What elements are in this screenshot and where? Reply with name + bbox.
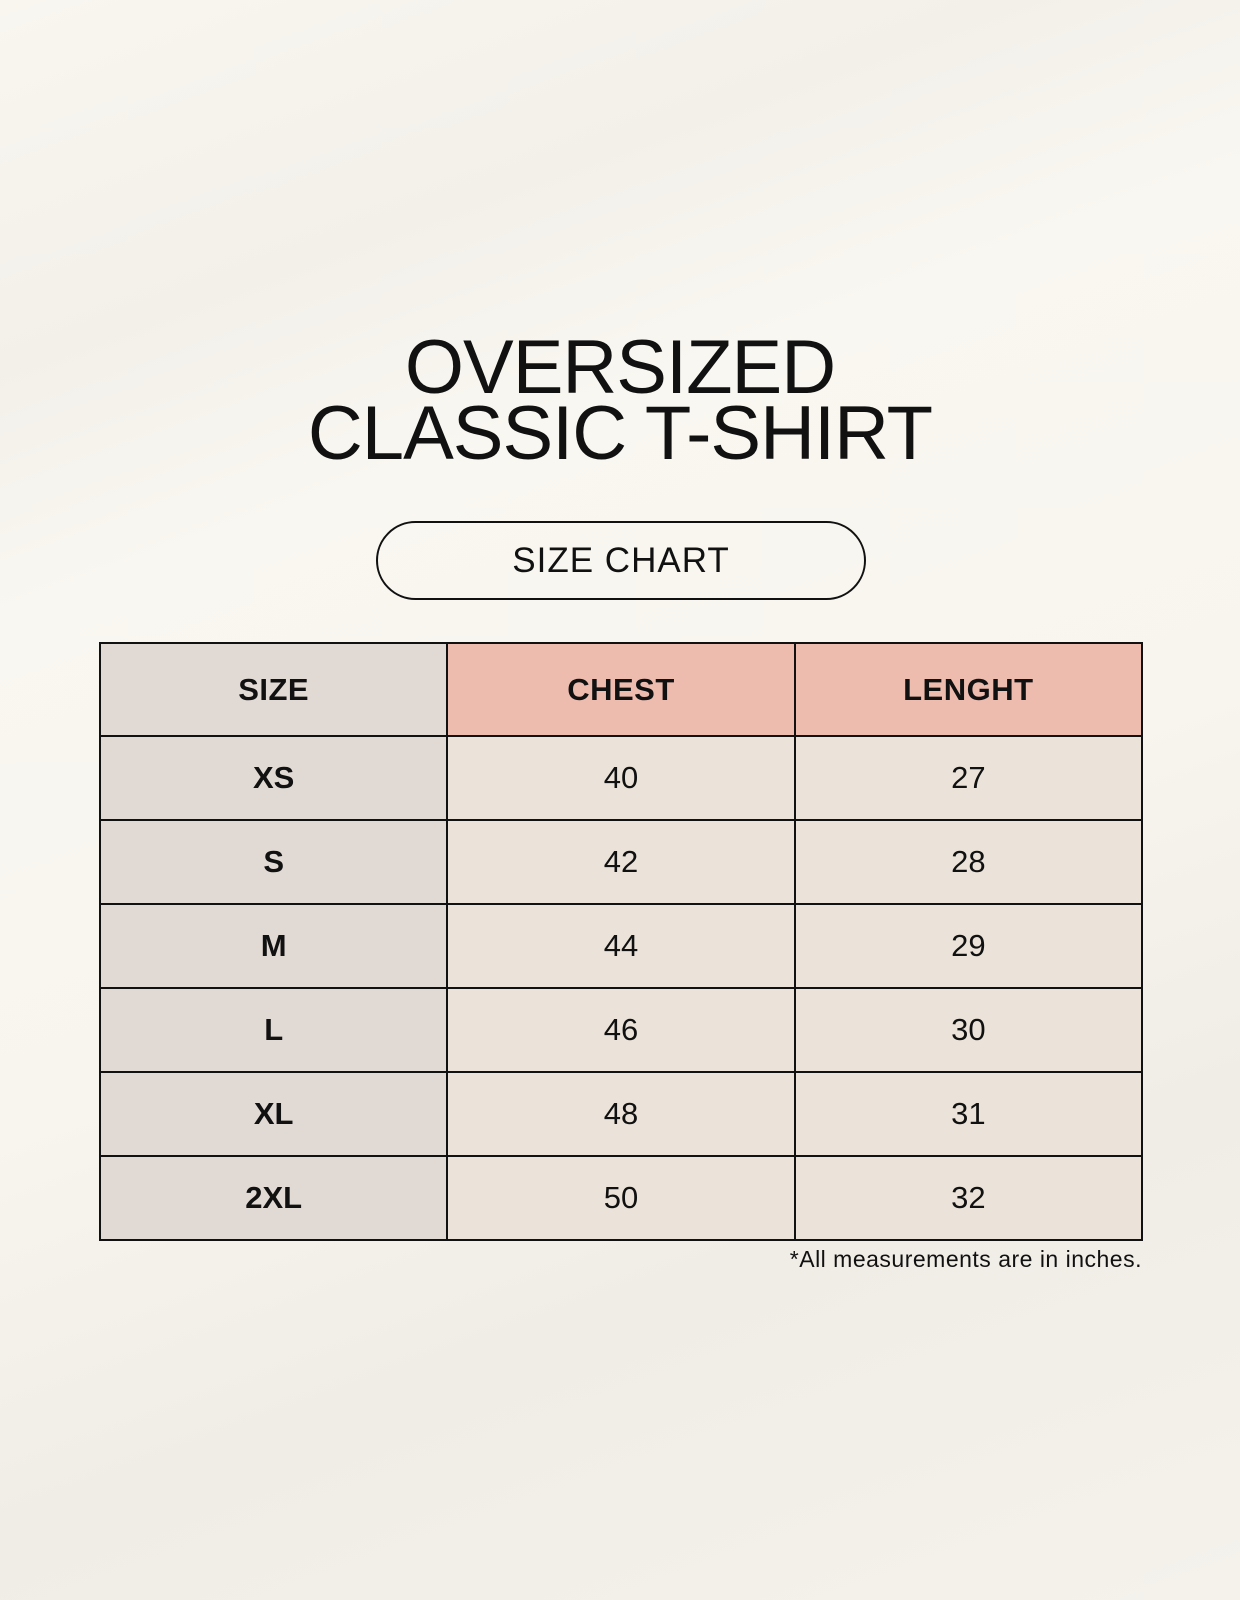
chest-cell: 46 bbox=[446, 987, 796, 1073]
table-row: S 42 28 bbox=[98, 819, 1144, 905]
size-cell: XL bbox=[98, 1071, 449, 1157]
chest-cell: 48 bbox=[446, 1071, 796, 1157]
length-cell: 29 bbox=[793, 903, 1144, 989]
length-cell: 28 bbox=[793, 819, 1144, 905]
table-row: XS 40 27 bbox=[98, 735, 1144, 821]
size-cell: L bbox=[98, 987, 449, 1073]
table-header-row: SIZE CHEST LENGHT bbox=[98, 642, 1144, 737]
table-row: L 46 30 bbox=[98, 987, 1144, 1073]
chest-cell: 40 bbox=[446, 735, 796, 821]
length-cell: 32 bbox=[793, 1155, 1144, 1241]
chest-cell: 42 bbox=[446, 819, 796, 905]
length-cell: 27 bbox=[793, 735, 1144, 821]
length-cell: 31 bbox=[793, 1071, 1144, 1157]
size-table: SIZE CHEST LENGHT XS 40 27 S 42 28 M 44 29 L 46 30 X… bbox=[98, 642, 1144, 1241]
header-chest: CHEST bbox=[446, 642, 796, 737]
title-line-1: OVERSIZED bbox=[404, 325, 836, 410]
chest-cell: 50 bbox=[446, 1155, 796, 1241]
size-cell: M bbox=[98, 903, 449, 989]
size-cell: S bbox=[98, 819, 449, 905]
length-cell: 30 bbox=[793, 987, 1144, 1073]
size-cell: XS bbox=[98, 735, 449, 821]
title-line-2: CLASSIC T-SHIRT bbox=[307, 391, 933, 476]
size-cell: 2XL bbox=[98, 1155, 449, 1241]
header-length: LENGHT bbox=[793, 642, 1144, 737]
size-chart-label: SIZE CHART bbox=[376, 521, 866, 600]
chest-cell: 44 bbox=[446, 903, 796, 989]
table-row: M 44 29 bbox=[98, 903, 1144, 989]
footnote: *All measurements are in inches. bbox=[789, 1246, 1142, 1272]
header-size: SIZE bbox=[98, 642, 449, 737]
table-row: XL 48 31 bbox=[98, 1071, 1144, 1157]
table-row: 2XL 50 32 bbox=[98, 1155, 1144, 1241]
page-title: OVERSIZED CLASSIC T-SHIRT bbox=[0, 325, 1240, 476]
